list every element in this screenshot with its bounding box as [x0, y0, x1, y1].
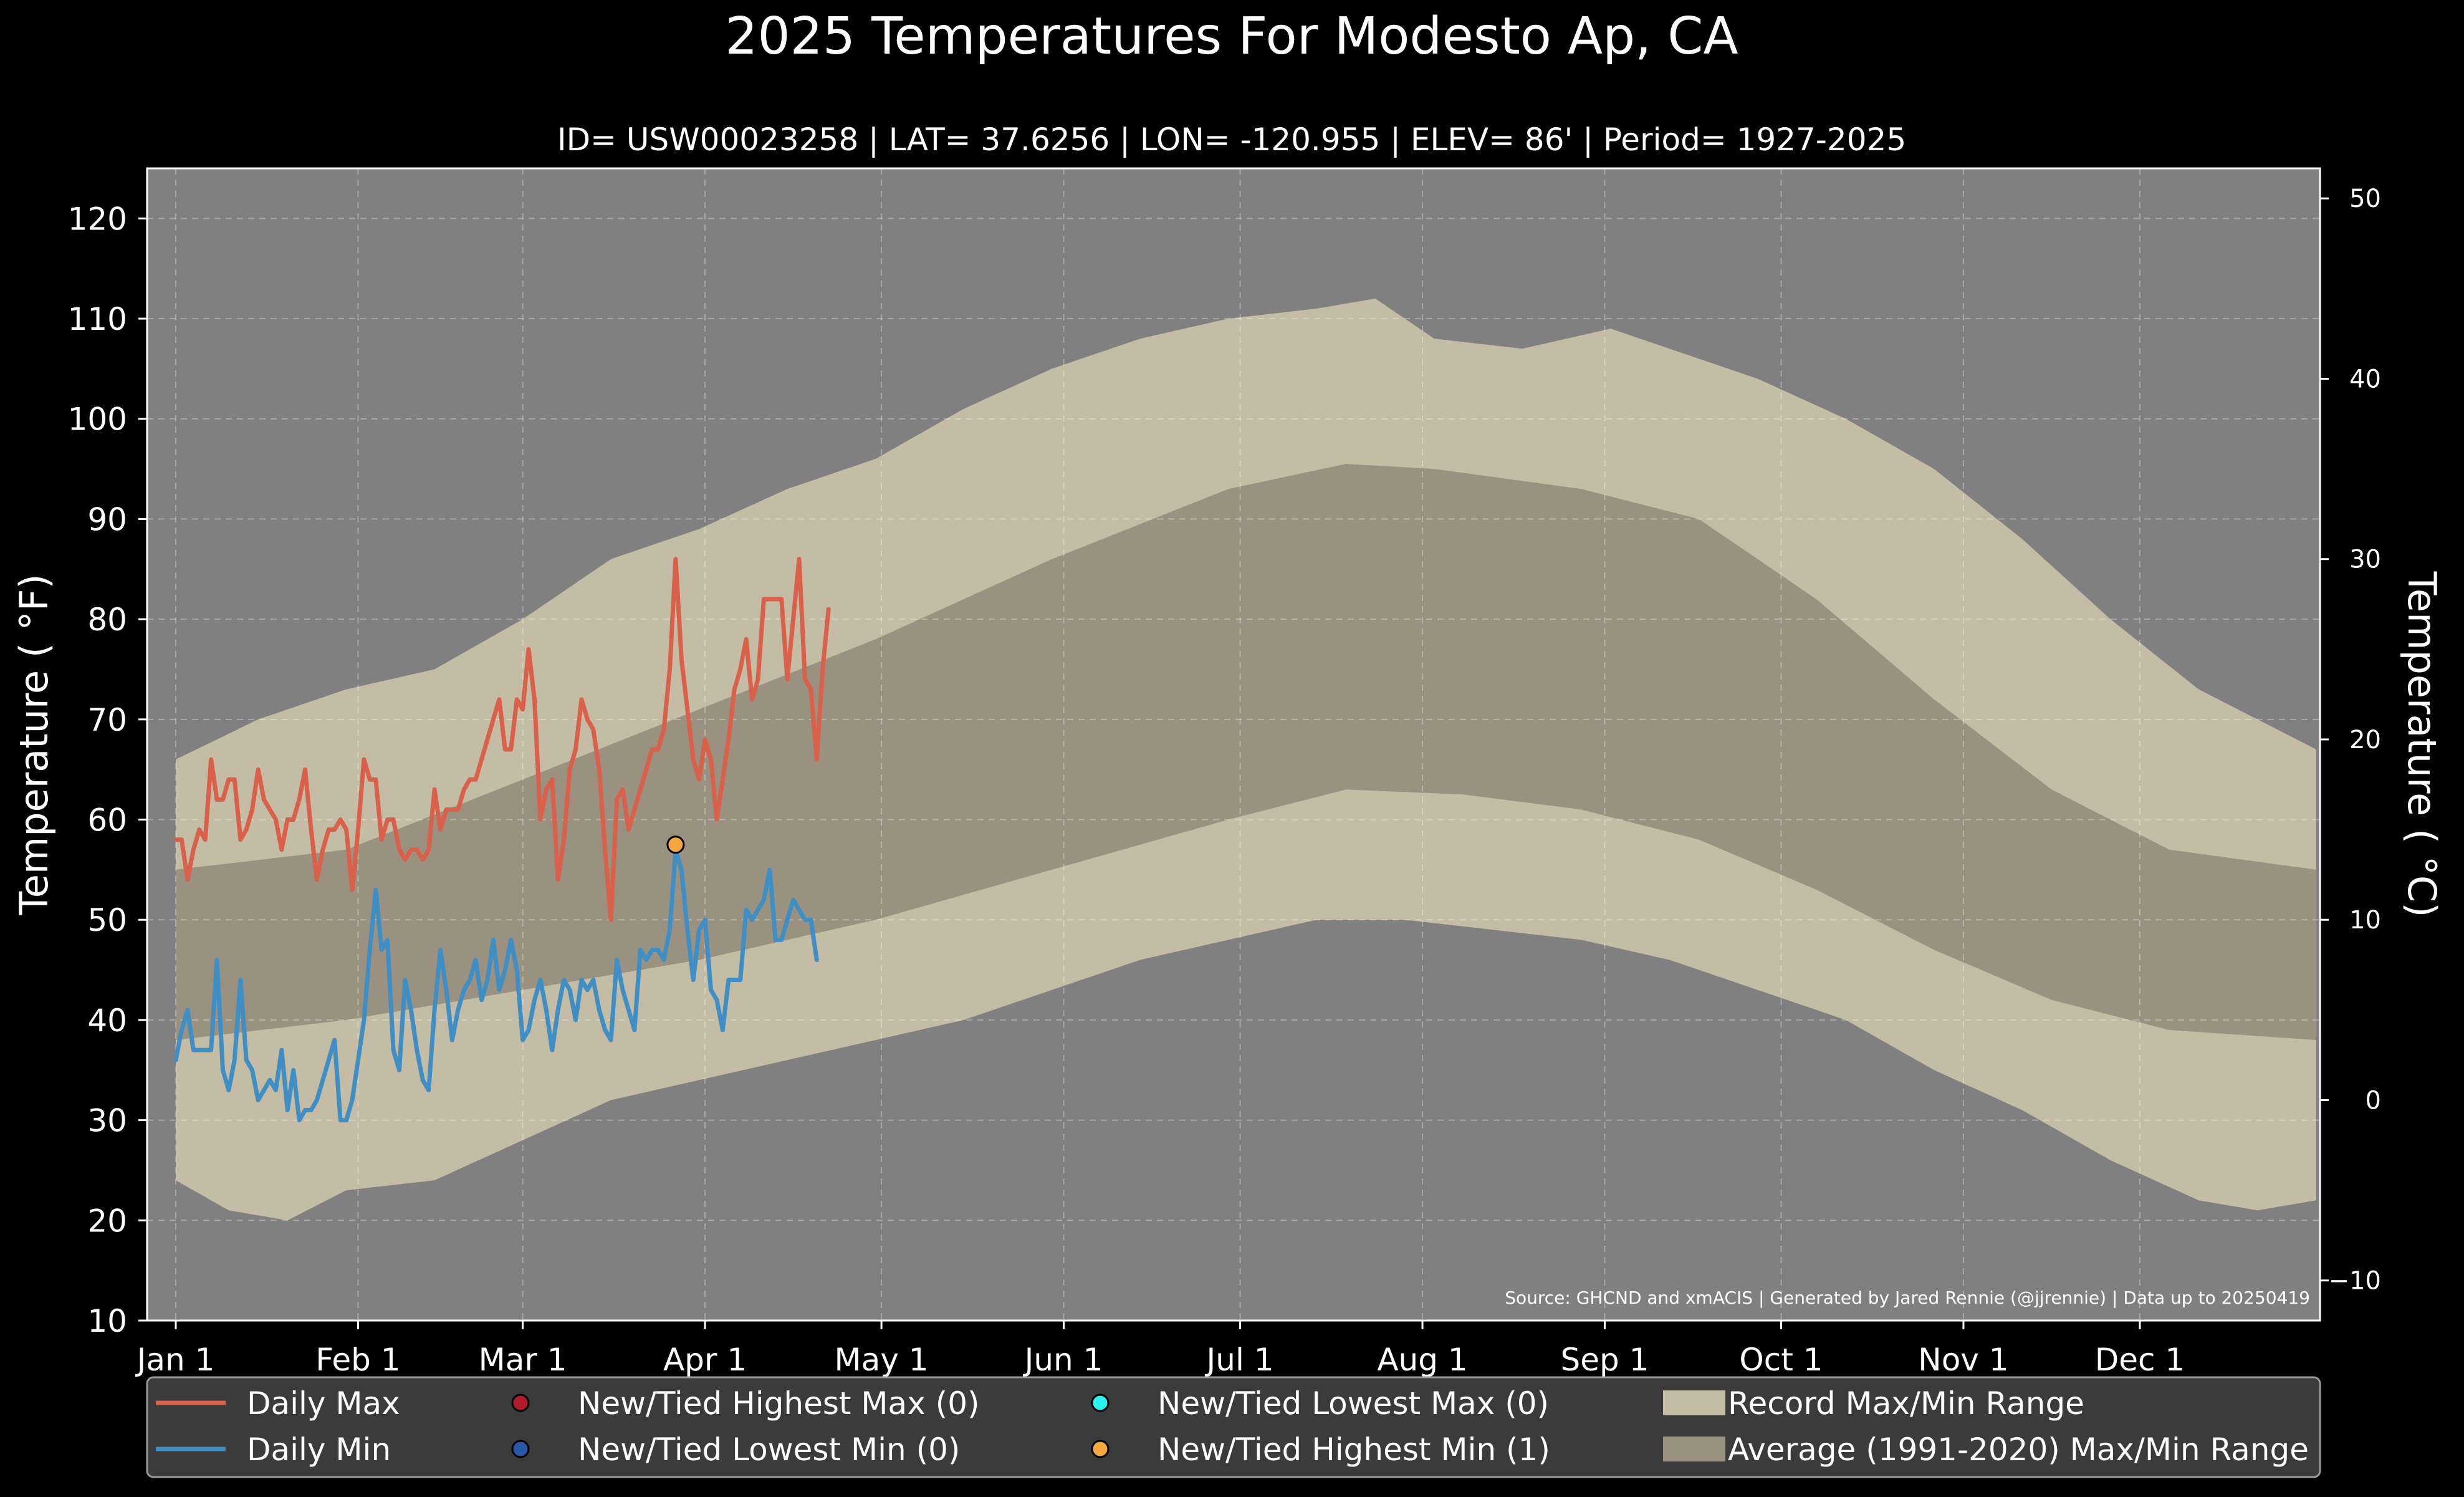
- legend-label: New/Tied Lowest Min (0): [578, 1432, 960, 1468]
- data-series: [173, 557, 831, 1123]
- legend-patch-swatch: [1663, 1390, 1725, 1415]
- x-tick-label: Dec 1: [2095, 1342, 2185, 1378]
- x-tick-label: Oct 1: [1739, 1342, 1823, 1378]
- y-tick-label: 110: [68, 301, 127, 337]
- y-tick-label-right: 0: [2366, 1086, 2381, 1115]
- legend-entry: Average (1991-2020) Max/Min Range: [1663, 1432, 2309, 1468]
- x-tick-label: Jan 1: [135, 1342, 215, 1378]
- y-tick-label: 120: [68, 201, 127, 237]
- y-tick-label-right: 30: [2349, 546, 2381, 574]
- y-tick-label-right: 10: [2349, 906, 2381, 935]
- source-note: Source: GHCND and xmACIS | Generated by …: [1505, 1288, 2310, 1308]
- legend: Daily Max Daily Min New/Tied Highest Max (…: [146, 1376, 2321, 1478]
- y-tick-label: 10: [87, 1303, 127, 1339]
- y-axis-right: −10 0 10 20 30 40 50: [2320, 185, 2381, 1296]
- legend-dot-swatch: [511, 1440, 530, 1458]
- legend-entry: New/Tied Lowest Min (0): [511, 1432, 960, 1468]
- legend-entry: Record Max/Min Range: [1663, 1385, 2084, 1422]
- legend-box: [146, 1376, 2321, 1478]
- x-axis: Jan 1 Feb 1 Mar 1 Apr 1 May 1 Jun 1 Jul 1 Aug 1…: [135, 1321, 2185, 1378]
- legend-label: Record Max/Min Range: [1728, 1385, 2084, 1422]
- legend-label: New/Tied Lowest Max (0): [1158, 1385, 1549, 1422]
- x-tick-label: Mar 1: [479, 1342, 567, 1378]
- legend-label: Average (1991-2020) Max/Min Range: [1728, 1432, 2309, 1468]
- y-tick-label: 30: [87, 1103, 127, 1139]
- legend-entry: New/Tied Highest Min (1): [1091, 1432, 1550, 1468]
- y-tick-label: 70: [87, 702, 127, 738]
- y-tick-label: 20: [87, 1203, 127, 1239]
- series-line-daily-min: [173, 847, 819, 1123]
- y-tick-label-right: 50: [2349, 185, 2381, 213]
- legend-label: New/Tied Highest Min (1): [1158, 1432, 1550, 1468]
- legend-label: New/Tied Highest Max (0): [578, 1385, 980, 1422]
- legend-dot-swatch: [1091, 1440, 1110, 1458]
- chart-subtitle: ID= USW00023258 | LAT= 37.6256 | LON= -1…: [557, 122, 1906, 158]
- plot-frame: [146, 167, 2321, 1322]
- legend-items: Daily Max Daily Min New/Tied Highest Max (…: [156, 1385, 2309, 1468]
- normal-range-band: [176, 464, 2316, 1041]
- x-tick-label: Aug 1: [1377, 1342, 1467, 1378]
- legend-patch-swatch: [1663, 1437, 1725, 1461]
- series-line-daily-max: [173, 557, 831, 922]
- y-axis-label-left: Temperature ( °F): [11, 574, 57, 915]
- y-axis-left: 10 20 30 40 50 60 70 80 90 100 110 120: [68, 201, 147, 1339]
- y-tick-label: 60: [87, 802, 127, 839]
- y-tick-label: 80: [87, 602, 127, 638]
- y-tick-label-right: 20: [2349, 726, 2381, 754]
- grid-lines: [147, 168, 2320, 1321]
- x-tick-label: Jul 1: [1205, 1342, 1274, 1378]
- record-markers: [666, 835, 685, 854]
- y-tick-label: 100: [68, 402, 127, 438]
- y-tick-label: 40: [87, 1003, 127, 1039]
- legend-entry: Daily Max: [156, 1385, 400, 1422]
- plot-area: [146, 167, 2321, 1322]
- x-tick-label: Sep 1: [1561, 1342, 1649, 1378]
- y-tick-label-right: −10: [2329, 1267, 2381, 1296]
- chart-title: 2025 Temperatures For Modesto Ap, CA: [725, 7, 1738, 66]
- legend-entry: Daily Min: [156, 1432, 391, 1468]
- x-tick-label: May 1: [835, 1342, 929, 1378]
- y-tick-label: 50: [87, 902, 127, 938]
- y-axis-label-right: Temperature ( °C): [2399, 571, 2445, 918]
- x-tick-label: Apr 1: [663, 1342, 747, 1378]
- legend-label: Daily Min: [247, 1432, 391, 1468]
- x-tick-label: Nov 1: [1918, 1342, 2008, 1378]
- legend-entry: New/Tied Lowest Max (0): [1091, 1385, 1549, 1422]
- legend-dot-swatch: [511, 1394, 530, 1412]
- x-tick-label: Jun 1: [1023, 1342, 1103, 1378]
- legend-label: Daily Max: [247, 1385, 400, 1422]
- y-tick-label: 90: [87, 501, 127, 537]
- record-marker: [666, 835, 685, 854]
- y-tick-label-right: 40: [2349, 365, 2381, 393]
- legend-entry: New/Tied Highest Max (0): [511, 1385, 980, 1422]
- legend-dot-swatch: [1091, 1394, 1110, 1412]
- x-tick-label: Feb 1: [315, 1342, 400, 1378]
